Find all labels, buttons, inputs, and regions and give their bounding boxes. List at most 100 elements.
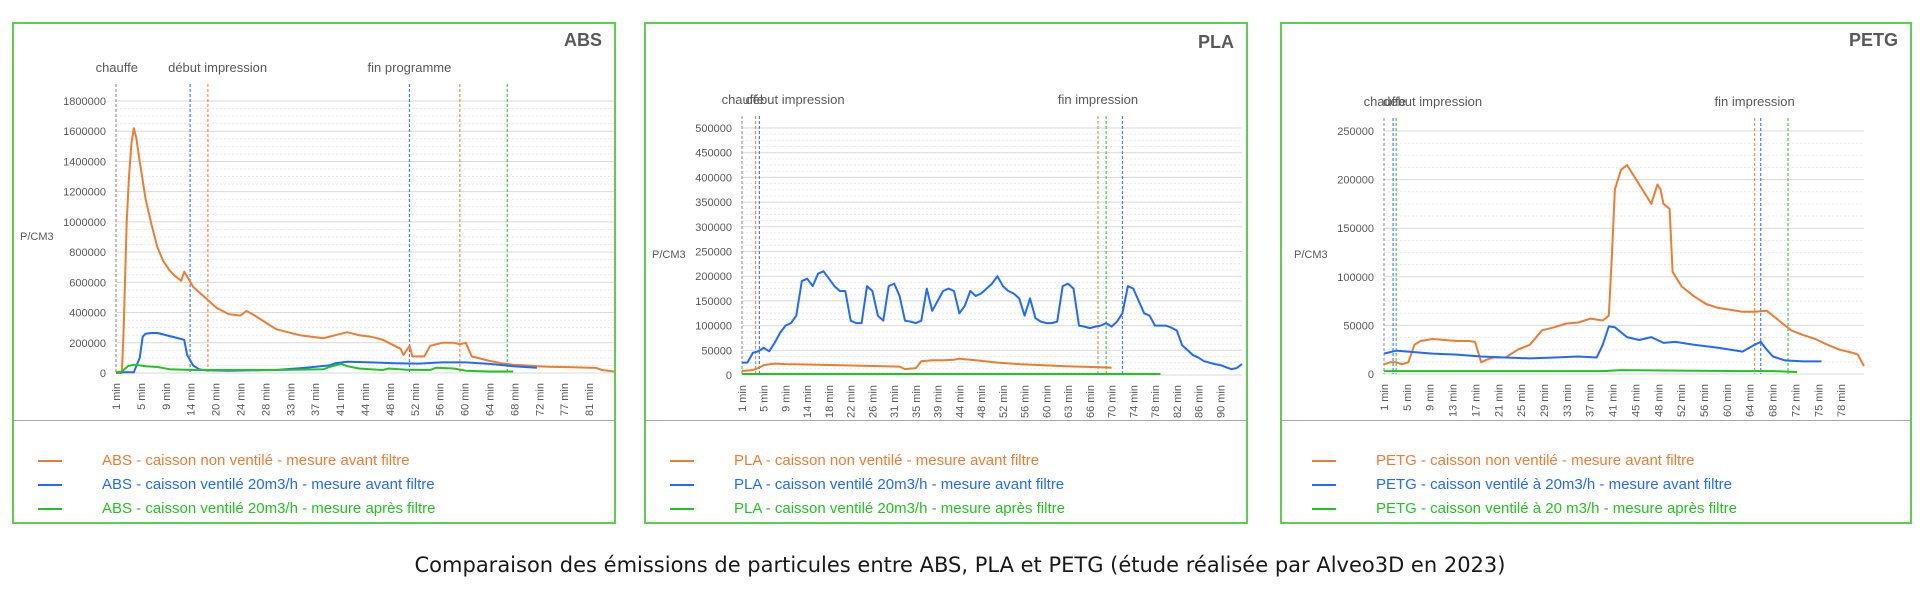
svg-text:1000000: 1000000 xyxy=(63,217,106,229)
svg-text:150000: 150000 xyxy=(695,296,732,308)
legend-divider xyxy=(646,420,1246,421)
svg-text:5 min: 5 min xyxy=(136,383,148,410)
svg-text:chauffe: chauffe xyxy=(96,60,138,75)
svg-text:50000: 50000 xyxy=(701,345,732,357)
svg-text:13 min: 13 min xyxy=(1448,384,1460,417)
svg-text:56 min: 56 min xyxy=(435,383,447,416)
svg-text:82 min: 82 min xyxy=(1172,385,1184,418)
svg-text:81 min: 81 min xyxy=(584,383,596,416)
legend-swatch xyxy=(670,459,694,462)
svg-text:450000: 450000 xyxy=(695,148,732,160)
svg-text:300000: 300000 xyxy=(695,222,732,234)
svg-text:500000: 500000 xyxy=(695,123,732,135)
legend-swatch xyxy=(38,459,62,462)
figure-caption: Comparaison des émissions de particules … xyxy=(414,553,1506,577)
chart-title: PETG xyxy=(1848,30,1898,50)
svg-text:0: 0 xyxy=(726,370,732,382)
svg-text:63 min: 63 min xyxy=(1063,385,1075,418)
legend-swatch xyxy=(1312,459,1336,462)
legend-item-blue: ABS - caisson ventilé 20m3/h - mesure av… xyxy=(38,476,435,493)
legend-label: PLA - caisson ventilé 20m3/h - mesure ap… xyxy=(734,500,1065,517)
svg-text:72 min: 72 min xyxy=(534,383,546,416)
svg-text:14 min: 14 min xyxy=(802,385,814,418)
legend-label: ABS - caisson ventilé 20m3/h - mesure ap… xyxy=(102,500,436,517)
svg-text:66 min: 66 min xyxy=(1085,385,1097,418)
legend-item-green: PETG - caisson ventilé à 20 m3/h - mesur… xyxy=(1312,500,1737,517)
svg-text:48 min: 48 min xyxy=(976,385,988,418)
svg-text:9 min: 9 min xyxy=(1425,384,1437,411)
svg-text:60 min: 60 min xyxy=(1722,384,1734,417)
svg-text:5 min: 5 min xyxy=(1402,384,1414,411)
svg-text:21 min: 21 min xyxy=(1493,384,1505,417)
legend-swatch xyxy=(38,507,62,510)
svg-text:33 min: 33 min xyxy=(1562,384,1574,417)
svg-text:56 min: 56 min xyxy=(1699,384,1711,417)
legend-label: ABS - caisson ventilé 20m3/h - mesure av… xyxy=(102,476,435,493)
chart-title: PLA xyxy=(1198,32,1234,52)
svg-text:77 min: 77 min xyxy=(559,383,571,416)
legend-label: PETG - caisson ventilé à 20m3/h - mesure… xyxy=(1376,476,1732,493)
svg-text:70 min: 70 min xyxy=(1107,385,1119,418)
legend-item-orange: PLA - caisson non ventilé - mesure avant… xyxy=(670,452,1039,469)
pla-chart-panel: PLA 0 50000 100000 150000 200000 250000 300000… xyxy=(644,22,1248,524)
svg-text:48 min: 48 min xyxy=(385,383,397,416)
pla-line-chart: 0 50000 100000 150000 200000 250000 300000 3500… xyxy=(652,92,1243,418)
svg-text:37 min: 37 min xyxy=(1585,384,1597,417)
svg-text:41 min: 41 min xyxy=(335,383,347,416)
svg-text:31 min: 31 min xyxy=(889,385,901,418)
svg-text:72 min: 72 min xyxy=(1790,384,1802,417)
abs-line-chart: 0 200000 400000 600000 800000 1000000 1200000 1… xyxy=(20,60,614,416)
svg-text:28 min: 28 min xyxy=(260,383,272,416)
svg-text:37 min: 37 min xyxy=(310,383,322,416)
svg-text:44 min: 44 min xyxy=(954,385,966,418)
svg-text:35 min: 35 min xyxy=(911,385,923,418)
svg-text:50000: 50000 xyxy=(1343,320,1374,332)
abs-chart-panel: ABS 0 200000 400000 600000 800000 1000000 1200… xyxy=(12,22,616,524)
legend-swatch xyxy=(1312,507,1336,510)
svg-text:fin programme: fin programme xyxy=(368,60,452,75)
svg-text:45 min: 45 min xyxy=(1630,384,1642,417)
svg-text:39 min: 39 min xyxy=(933,385,945,418)
legend-label: PLA - caisson non ventilé - mesure avant… xyxy=(734,452,1040,469)
svg-text:début impression: début impression xyxy=(168,60,267,75)
legend-divider xyxy=(14,420,614,421)
svg-text:1800000: 1800000 xyxy=(63,96,106,108)
svg-text:86 min: 86 min xyxy=(1194,385,1206,418)
svg-text:60 min: 60 min xyxy=(1041,385,1053,418)
legend-label: PETG - caisson non ventilé - mesure avan… xyxy=(1376,452,1695,469)
svg-text:44 min: 44 min xyxy=(360,383,372,416)
legend-swatch xyxy=(670,483,694,486)
svg-text:24 min: 24 min xyxy=(236,383,248,416)
legend-divider xyxy=(1282,420,1910,421)
svg-text:41 min: 41 min xyxy=(1608,384,1620,417)
svg-text:48 min: 48 min xyxy=(1653,384,1665,417)
svg-text:chauffe: chauffe xyxy=(1364,94,1406,109)
svg-text:1600000: 1600000 xyxy=(63,126,106,138)
legend-label: PETG - caisson ventilé à 20 m3/h - mesur… xyxy=(1376,500,1737,517)
chart-title: ABS xyxy=(563,30,602,50)
legend-swatch xyxy=(670,507,694,510)
svg-text:25 min: 25 min xyxy=(1516,384,1528,417)
svg-text:200000: 200000 xyxy=(1337,175,1374,187)
svg-text:250000: 250000 xyxy=(695,247,732,259)
svg-text:78 min: 78 min xyxy=(1150,385,1162,418)
svg-text:fin impression: fin impression xyxy=(1058,92,1138,107)
svg-text:56 min: 56 min xyxy=(1020,385,1032,418)
svg-text:74 min: 74 min xyxy=(1128,385,1140,418)
svg-text:22 min: 22 min xyxy=(846,385,858,418)
svg-text:1 min: 1 min xyxy=(1379,384,1391,411)
svg-text:75 min: 75 min xyxy=(1813,384,1825,417)
petg-line-chart: 0 50000 100000 150000 200000 250000 P/CM3 1 min… xyxy=(1294,94,1865,417)
svg-text:17 min: 17 min xyxy=(1470,384,1482,417)
svg-text:14 min: 14 min xyxy=(186,383,198,416)
legend-label: PLA - caisson ventilé 20m3/h - mesure av… xyxy=(734,476,1065,493)
legend-label: ABS - caisson non ventilé - mesure avant… xyxy=(102,452,410,469)
petg-chart-panel: PETG 0 50000 100000 150000 200000 250000 P/CM3… xyxy=(1280,22,1912,524)
svg-text:1400000: 1400000 xyxy=(63,156,106,168)
svg-text:52 min: 52 min xyxy=(410,383,422,416)
svg-text:chauffe: chauffe xyxy=(722,92,764,107)
svg-text:800000: 800000 xyxy=(69,247,106,259)
svg-text:0: 0 xyxy=(1368,369,1374,381)
svg-text:64 min: 64 min xyxy=(1745,384,1757,417)
svg-text:68 min: 68 min xyxy=(1768,384,1780,417)
